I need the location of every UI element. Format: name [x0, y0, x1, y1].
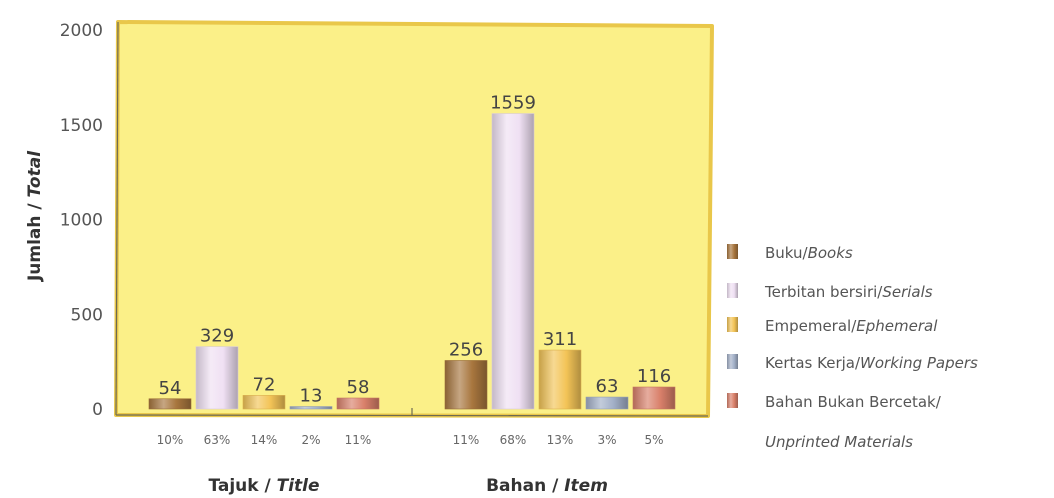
legend-item: Kertas Kerja/Working Papers — [727, 354, 978, 372]
bar-percent-label: 5% — [644, 433, 663, 447]
bar-value-label: 311 — [543, 329, 577, 350]
y-tick-label: 0 — [92, 400, 103, 420]
legend-label-en: Ephemeral — [856, 317, 938, 335]
bar — [444, 360, 488, 410]
legend-label-en: Serials — [882, 283, 932, 301]
bar-percent-label: 63% — [204, 433, 231, 447]
category-label-en: Item — [564, 476, 608, 496]
bar-percent-label: 13% — [547, 433, 574, 447]
bar-percent-label: 10% — [157, 433, 184, 447]
legend-label-en: Unprinted Materials — [765, 433, 913, 451]
category-label-main: Bahan — [486, 476, 546, 496]
y-axis-label-en: Total — [25, 150, 45, 198]
bar-value-label: 256 — [449, 339, 483, 360]
legend-swatch — [727, 283, 738, 298]
legend-swatch — [727, 393, 738, 408]
bar — [242, 395, 286, 410]
legend-label: Terbitan bersiri/Serials — [764, 283, 933, 301]
legend-label-en: Working Papers — [860, 354, 978, 372]
legend-swatch — [727, 244, 738, 259]
bar — [289, 406, 333, 410]
category-label-en: Title — [277, 476, 320, 496]
legend-label-main: Terbitan bersiri/ — [764, 283, 883, 301]
legend-label: Empemeral/Ephemeral — [765, 317, 938, 335]
bar-value-label: 72 — [253, 374, 276, 395]
bars — [148, 113, 676, 410]
y-axis-ticks: 0 500 1000 1500 2000 — [60, 21, 103, 420]
legend-item: Terbitan bersiri/Serials — [727, 283, 933, 301]
legend-label: Kertas Kerja/Working Papers — [765, 354, 978, 372]
legend-item: Empemeral/Ephemeral — [727, 317, 938, 335]
legend-label-main: Empemeral/ — [765, 317, 857, 335]
category-labels: Tajuk / Title Bahan / Item — [208, 476, 607, 496]
bar — [336, 397, 380, 410]
category-label-main: Tajuk — [208, 476, 259, 496]
legend-item: Bahan Bukan Bercetak/Unprinted Materials — [727, 393, 942, 451]
y-tick-label: 1500 — [60, 116, 103, 136]
bar-value-label: 63 — [596, 376, 619, 397]
bar-value-label: 329 — [200, 326, 234, 347]
legend-label-en: Books — [808, 244, 853, 262]
legend-label-main: Buku/ — [765, 244, 809, 262]
value-labels: 54 329 72 13 58 256 1559 311 63 116 — [159, 93, 672, 407]
y-tick-label: 1000 — [60, 211, 103, 231]
bar-percent-label: 14% — [251, 433, 278, 447]
category-label: Bahan / Item — [486, 476, 608, 496]
percent-labels: 10% 63% 14% 2% 11% 11% 68% 13% 3% 5% — [157, 433, 664, 447]
y-tick-label: 500 — [71, 305, 103, 325]
bar — [148, 398, 192, 410]
bar-percent-label: 11% — [345, 433, 372, 447]
y-axis-line — [115, 21, 119, 416]
bar — [632, 386, 676, 410]
bar-value-label: 54 — [159, 378, 182, 399]
bar-percent-label: 11% — [453, 433, 480, 447]
legend-label: Bahan Bukan Bercetak/ — [765, 393, 942, 411]
y-axis-label: Jumlah / Total — [25, 150, 45, 282]
y-axis-label-main: Jumlah — [25, 216, 45, 283]
legend-swatch — [727, 354, 738, 369]
bar — [491, 113, 535, 410]
bar-value-label: 116 — [637, 366, 671, 387]
category-label-sep: / — [546, 476, 564, 496]
bar — [585, 396, 629, 410]
legend-label-main: Kertas Kerja/ — [765, 354, 861, 372]
bar-percent-label: 68% — [500, 433, 527, 447]
legend-label: Buku/Books — [765, 244, 853, 262]
bar-value-label: 13 — [300, 386, 323, 407]
legend-label-main: Bahan Bukan Bercetak/ — [765, 393, 942, 411]
legend: Buku/Books Terbitan bersiri/Serials Empeme… — [727, 244, 978, 451]
y-axis-label-sep: / — [25, 197, 45, 215]
bar-percent-label: 3% — [597, 433, 616, 447]
category-label-sep: / — [259, 476, 277, 496]
legend-swatch — [727, 317, 738, 332]
bar-value-label: 1559 — [490, 93, 536, 114]
legend-item: Buku/Books — [727, 244, 853, 262]
bar — [538, 349, 582, 410]
category-label: Tajuk / Title — [208, 476, 319, 496]
bar-percent-label: 2% — [301, 433, 320, 447]
bar — [195, 346, 239, 410]
bar-value-label: 58 — [347, 377, 370, 398]
y-tick-label: 2000 — [60, 21, 103, 41]
